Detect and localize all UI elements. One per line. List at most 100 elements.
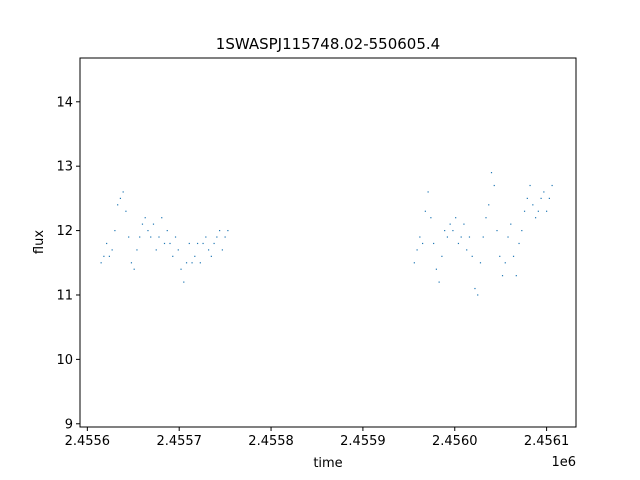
x-tick-label: 2.4557 [156,434,202,449]
data-point [493,184,495,187]
data-point [521,229,523,232]
data-point [540,197,542,199]
data-point [515,275,517,277]
data-point [213,242,215,245]
data-point [444,229,446,232]
data-point [416,249,418,251]
chart-title: 1SWASPJ115748.02-550605.4 [216,35,440,53]
data-point [504,262,506,264]
data-point [474,287,476,290]
data-point [548,197,550,199]
y-tick-label: 14 [56,95,73,110]
data-point [435,268,437,270]
y-axis-ticks: 9 10 11 12 13 14 [56,95,80,432]
data-point [144,217,146,219]
data-point [207,249,210,251]
data-point [147,229,149,232]
data-point [172,255,174,257]
data-point [507,236,509,238]
plot-area [80,58,576,427]
data-point [529,184,531,187]
data-point [227,229,229,232]
data-points [100,172,553,296]
data-point [221,249,223,251]
data-point [136,249,138,251]
data-point [166,229,168,232]
data-point [546,210,548,212]
data-point [183,281,185,283]
data-point [100,262,102,264]
data-point [188,242,190,245]
data-point [446,236,449,238]
data-point [103,255,105,257]
x-tick-label: 2.4558 [248,434,294,449]
y-tick-label: 11 [56,288,73,303]
x-tick-label: 2.4559 [340,434,386,449]
data-point [130,262,133,264]
data-point [532,204,534,206]
data-point [191,262,193,264]
data-point [119,197,122,199]
data-point [501,275,504,277]
data-point [419,236,421,238]
data-point [210,255,212,257]
data-point [471,255,473,257]
x-axis-label: time [313,456,342,471]
data-point [452,229,454,232]
data-point [125,210,127,212]
data-point [523,210,526,212]
data-point [174,236,177,238]
data-point [141,223,144,225]
data-point [438,281,440,283]
data-point [163,242,166,245]
data-point [169,242,171,245]
data-point [551,184,553,187]
data-point [424,210,426,212]
data-point [185,262,188,264]
data-point [139,236,141,238]
data-point [216,236,218,238]
data-point [510,223,512,225]
x-tick-label: 2.4561 [524,434,570,449]
plot-frame [79,57,577,428]
data-point [441,255,443,257]
x-axis-ticks: 2.4556 2.4557 2.4558 2.4559 2.4560 2.4561 [65,427,570,449]
data-point [477,294,479,296]
data-point [427,191,429,193]
data-point [466,249,468,251]
y-axis-label: flux [32,230,47,254]
data-point [196,242,199,245]
data-point [158,236,160,238]
data-point [460,236,462,238]
data-point [155,249,157,251]
data-point [534,217,537,219]
x-tick-label: 2.4556 [65,434,111,449]
data-point [205,236,207,238]
data-point [496,229,498,232]
data-point [482,236,484,238]
data-point [106,242,108,245]
data-point [422,242,424,245]
data-point [463,223,465,225]
x-axis-offset-label: 1e6 [551,455,576,470]
data-point [199,262,201,264]
data-point [526,197,528,199]
data-point [122,191,124,193]
data-point [488,204,490,206]
data-point [468,236,471,238]
data-point [479,262,482,264]
data-point [114,229,116,232]
data-point [133,268,135,270]
data-point [449,223,451,225]
data-point [219,229,221,232]
data-point [111,249,113,251]
data-point [455,217,457,219]
data-point [152,223,155,225]
data-point [485,217,487,219]
data-point [433,242,435,245]
data-point [224,236,226,238]
data-point [457,242,460,245]
data-point [499,255,501,257]
y-tick-label: 10 [56,353,73,368]
